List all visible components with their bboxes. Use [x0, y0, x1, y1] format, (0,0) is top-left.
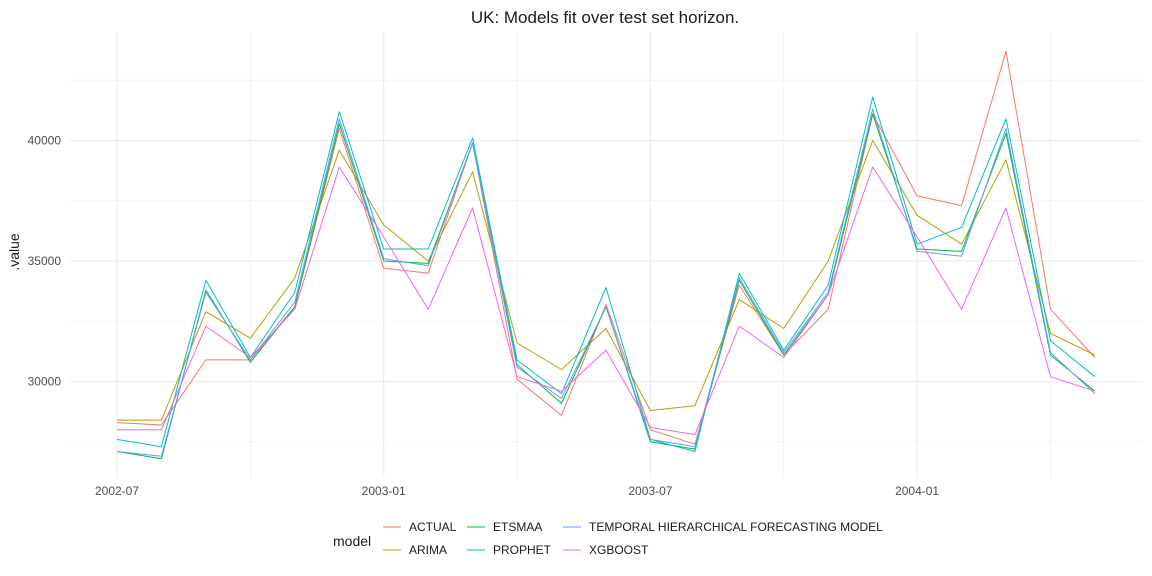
y-tick-label: 35000 [28, 254, 62, 268]
y-axis-label: .value [6, 233, 22, 271]
x-axis-tick-labels: 2002-07 2003-01 2003-07 2004-01 [95, 484, 939, 498]
y-tick-label: 30000 [28, 375, 62, 389]
x-tick-label: 2003-07 [628, 484, 672, 498]
legend-label-xgboost: XGBOOST [589, 543, 649, 557]
legend-label-temporal-hierarchical-forecasting-model: TEMPORAL HIERARCHICAL FORECASTING MODEL [589, 520, 883, 534]
series-lines [116, 50, 1096, 460]
y-tick-label: 40000 [28, 133, 62, 147]
minor-gridlines [70, 32, 1142, 478]
series-line-arima [117, 140, 1096, 421]
legend-label-actual: ACTUAL [409, 520, 457, 534]
legend-label-arima: ARIMA [409, 543, 447, 557]
y-axis-tick-labels: 30000 35000 40000 [28, 133, 62, 388]
x-tick-label: 2004-01 [895, 484, 939, 498]
legend-title: model [333, 533, 371, 549]
chart-title: UK: Models fit over test set horizon. [471, 8, 739, 27]
legend-label-prophet: PROPHET [493, 543, 552, 557]
legend: ACTUAL ARIMA ETSMAA PROPHET TEMPORAL HIERARC… [383, 520, 883, 557]
x-tick-label: 2002-07 [95, 484, 139, 498]
legend-label-etsmaa: ETSMAA [493, 520, 542, 534]
series-line-prophet [116, 96, 1096, 452]
major-gridlines [70, 32, 1142, 478]
x-tick-label: 2003-01 [362, 484, 406, 498]
series-line-temporal-hierarchical-forecasting-model [116, 108, 1096, 457]
series-line-xgboost [117, 166, 1096, 436]
